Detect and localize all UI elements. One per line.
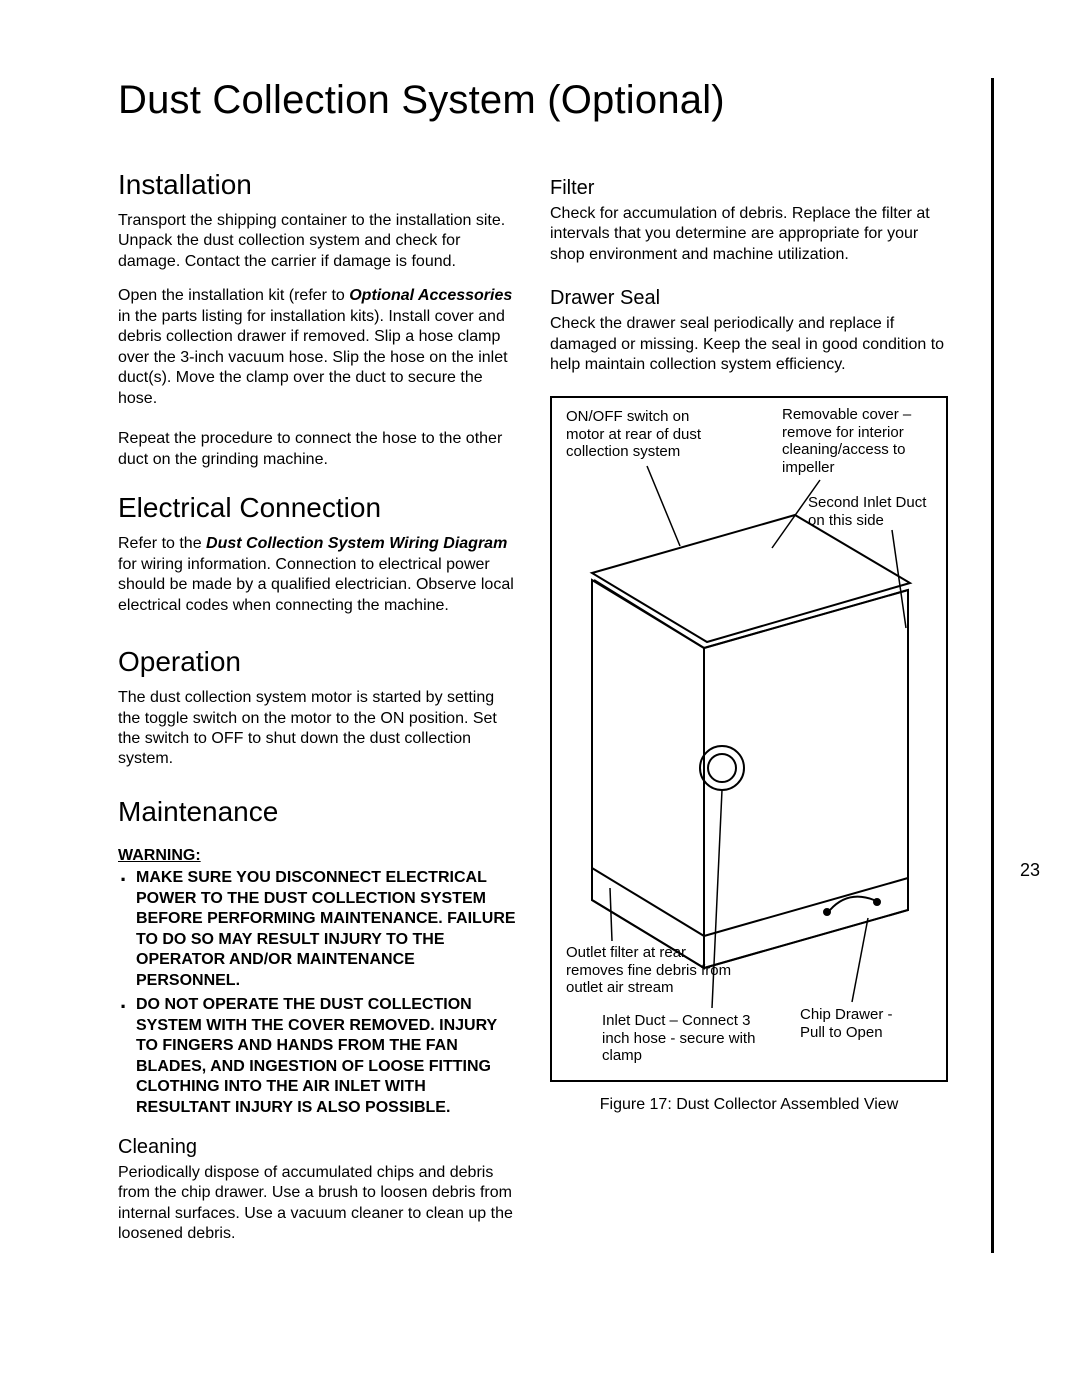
page-number: 23 [1020,860,1040,881]
figure-box: ON/OFF switch on motor at rear of dust c… [550,396,948,1082]
warning-item: DO NOT OPERATE THE DUST COLLECTION SYSTE… [118,995,516,1118]
heading-drawer-seal: Drawer Seal [550,287,948,310]
warning-item: MAKE SURE YOU DISCONNECT ELECTRICAL POWE… [118,868,516,991]
wiring-diagram-ref: Dust Collection System Wiring Diagram [206,535,507,552]
right-column: Filter Check for accumulation of debris.… [550,147,948,1259]
figure-caption: Figure 17: Dust Collector Assembled View [550,1096,948,1114]
installation-p2a: Open the installation kit (refer to [118,287,349,304]
drawer-seal-p: Check the drawer seal periodically and r… [550,314,948,375]
electrical-p1: Refer to the Dust Collection System Wiri… [118,534,516,616]
electrical-p1c: for wiring information. Connection to el… [118,556,514,614]
operation-p1: The dust collection system motor is star… [118,688,516,770]
dust-collector-diagram [552,398,948,1082]
electrical-p1a: Refer to the [118,535,206,552]
heading-installation: Installation [118,169,516,201]
cleaning-p: Periodically dispose of accumulated chip… [118,1163,516,1245]
optional-accessories-ref: Optional Accessories [349,287,512,304]
heading-electrical: Electrical Connection [118,492,516,524]
installation-p1: Transport the shipping container to the … [118,211,516,272]
heading-maintenance: Maintenance [118,796,516,828]
heading-filter: Filter [550,177,948,200]
warning-label: WARNING: [118,846,516,866]
left-column: Installation Transport the shipping cont… [118,147,516,1259]
heading-cleaning: Cleaning [118,1136,516,1159]
filter-p: Check for accumulation of debris. Replac… [550,204,948,265]
warning-list: MAKE SURE YOU DISCONNECT ELECTRICAL POWE… [118,868,516,1118]
page-rule-right [991,78,994,1253]
heading-operation: Operation [118,646,516,678]
installation-p2c: in the parts listing for installation ki… [118,308,508,407]
installation-p2: Open the installation kit (refer to Opti… [118,286,516,409]
page-title: Dust Collection System (Optional) [118,78,1010,123]
installation-p3: Repeat the procedure to connect the hose… [118,429,516,470]
